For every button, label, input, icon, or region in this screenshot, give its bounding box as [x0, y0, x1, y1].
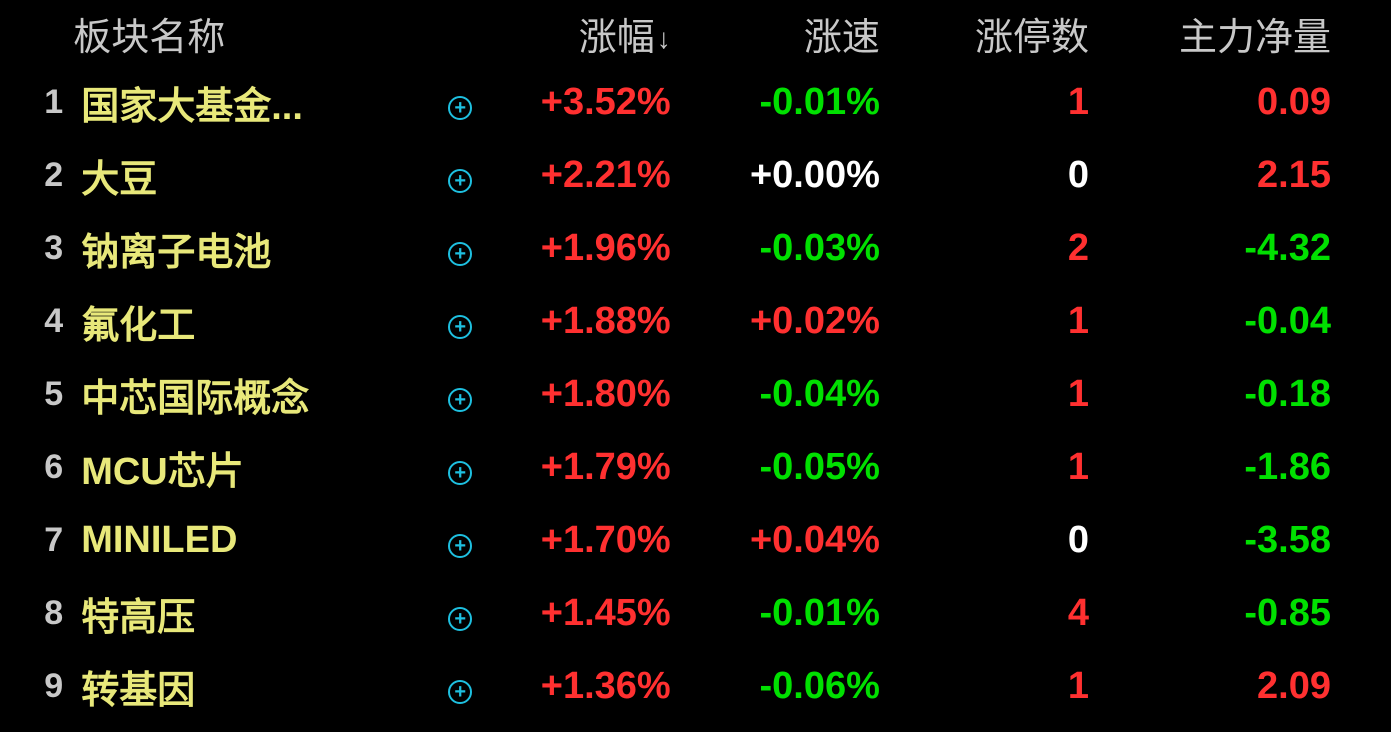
col-header-rank	[0, 0, 73, 66]
cell-change-pct: +1.70%	[492, 504, 701, 577]
cell-main-net-flow: -0.04	[1119, 285, 1391, 358]
cell-limit-up-count: 1	[910, 358, 1119, 431]
cell-main-net-flow: 0.09	[1119, 66, 1391, 139]
cell-speed-pct: -0.01%	[701, 66, 910, 139]
col-header-change[interactable]: 涨幅↓	[492, 0, 701, 66]
cell-limit-up-count: 4	[910, 577, 1119, 650]
cell-sector-name[interactable]: 转基因	[73, 650, 429, 723]
table-row[interactable]: 2大豆 + +2.21%+0.00%02.15	[0, 139, 1391, 212]
cell-change-pct: +1.36%	[492, 650, 701, 723]
table-row[interactable]: 6MCU芯片 + +1.79%-0.05%1-1.86	[0, 431, 1391, 504]
cell-rank: 9	[0, 650, 73, 723]
cell-limit-up-count: 1	[910, 650, 1119, 723]
cell-limit-up-count: 1	[910, 66, 1119, 139]
cell-change-pct: +1.79%	[492, 431, 701, 504]
cell-sector-name[interactable]: 大豆	[73, 139, 429, 212]
table-row[interactable]: 5中芯国际概念 + +1.80%-0.04%1-0.18	[0, 358, 1391, 431]
sort-descending-icon: ↓	[657, 23, 671, 55]
cell-main-net-flow: 2.09	[1119, 650, 1391, 723]
table-row[interactable]: 7MINILED + +1.70%+0.04%0-3.58	[0, 504, 1391, 577]
cell-expand: +	[429, 358, 492, 431]
col-header-change-label: 涨幅	[579, 17, 655, 59]
cell-change-pct: +1.80%	[492, 358, 701, 431]
cell-speed-pct: -0.04%	[701, 358, 910, 431]
cell-rank: 7	[0, 504, 73, 577]
cell-speed-pct: -0.03%	[701, 212, 910, 285]
cell-rank: 6	[0, 431, 73, 504]
cell-speed-pct: -0.06%	[701, 650, 910, 723]
table-row[interactable]: 3钠离子电池 + +1.96%-0.03%2-4.32	[0, 212, 1391, 285]
cell-change-pct: +2.21%	[492, 139, 701, 212]
cell-expand: +	[429, 577, 492, 650]
cell-sector-name[interactable]: 中芯国际概念	[73, 358, 429, 431]
plus-circle-icon[interactable]: +	[448, 607, 472, 631]
cell-expand: +	[429, 66, 492, 139]
plus-circle-icon[interactable]: +	[448, 534, 472, 558]
cell-expand: +	[429, 139, 492, 212]
cell-main-net-flow: -0.18	[1119, 358, 1391, 431]
cell-main-net-flow: -0.85	[1119, 577, 1391, 650]
table-row[interactable]: 8特高压 + +1.45%-0.01%4-0.85	[0, 577, 1391, 650]
cell-expand: +	[429, 650, 492, 723]
cell-change-pct: +1.45%	[492, 577, 701, 650]
col-header-netflow[interactable]: 主力净量	[1119, 0, 1391, 66]
cell-rank: 8	[0, 577, 73, 650]
table-row[interactable]: 1国家大基金...++3.52%-0.01%10.09	[0, 66, 1391, 139]
plus-circle-icon[interactable]: +	[448, 169, 472, 193]
cell-sector-name[interactable]: 钠离子电池	[73, 212, 429, 285]
sector-table: 板块名称 涨幅↓ 涨速 涨停数 主力净量 1国家大基金...++3.52%-0.…	[0, 0, 1391, 723]
cell-sector-name[interactable]: MINILED	[73, 504, 429, 577]
cell-rank: 4	[0, 285, 73, 358]
cell-change-pct: +1.88%	[492, 285, 701, 358]
plus-circle-icon[interactable]: +	[448, 680, 472, 704]
cell-expand: +	[429, 212, 492, 285]
cell-limit-up-count: 0	[910, 139, 1119, 212]
table-row[interactable]: 4氟化工 + +1.88%+0.02%1-0.04	[0, 285, 1391, 358]
cell-expand: +	[429, 285, 492, 358]
cell-rank: 2	[0, 139, 73, 212]
cell-expand: +	[429, 431, 492, 504]
cell-expand: +	[429, 504, 492, 577]
col-header-name[interactable]: 板块名称	[73, 0, 491, 66]
cell-limit-up-count: 1	[910, 285, 1119, 358]
cell-main-net-flow: 2.15	[1119, 139, 1391, 212]
cell-rank: 5	[0, 358, 73, 431]
cell-limit-up-count: 0	[910, 504, 1119, 577]
cell-speed-pct: +0.02%	[701, 285, 910, 358]
table-row[interactable]: 9转基因 + +1.36%-0.06%12.09	[0, 650, 1391, 723]
cell-sector-name[interactable]: 国家大基金...	[73, 66, 429, 139]
cell-main-net-flow: -1.86	[1119, 431, 1391, 504]
cell-speed-pct: -0.05%	[701, 431, 910, 504]
cell-sector-name[interactable]: MCU芯片	[73, 431, 429, 504]
cell-sector-name[interactable]: 氟化工	[73, 285, 429, 358]
cell-speed-pct: +0.00%	[701, 139, 910, 212]
cell-change-pct: +3.52%	[492, 66, 701, 139]
cell-limit-up-count: 2	[910, 212, 1119, 285]
col-header-speed[interactable]: 涨速	[701, 0, 910, 66]
plus-circle-icon[interactable]: +	[448, 242, 472, 266]
plus-circle-icon[interactable]: +	[448, 96, 472, 120]
cell-main-net-flow: -3.58	[1119, 504, 1391, 577]
cell-change-pct: +1.96%	[492, 212, 701, 285]
table-header-row: 板块名称 涨幅↓ 涨速 涨停数 主力净量	[0, 0, 1391, 66]
cell-limit-up-count: 1	[910, 431, 1119, 504]
table-body: 1国家大基金...++3.52%-0.01%10.092大豆++2.21%+0.…	[0, 66, 1391, 723]
cell-rank: 3	[0, 212, 73, 285]
cell-main-net-flow: -4.32	[1119, 212, 1391, 285]
plus-circle-icon[interactable]: +	[448, 315, 472, 339]
cell-rank: 1	[0, 66, 73, 139]
plus-circle-icon[interactable]: +	[448, 461, 472, 485]
cell-speed-pct: -0.01%	[701, 577, 910, 650]
plus-circle-icon[interactable]: +	[448, 388, 472, 412]
col-header-limits[interactable]: 涨停数	[910, 0, 1119, 66]
cell-sector-name[interactable]: 特高压	[73, 577, 429, 650]
cell-speed-pct: +0.04%	[701, 504, 910, 577]
